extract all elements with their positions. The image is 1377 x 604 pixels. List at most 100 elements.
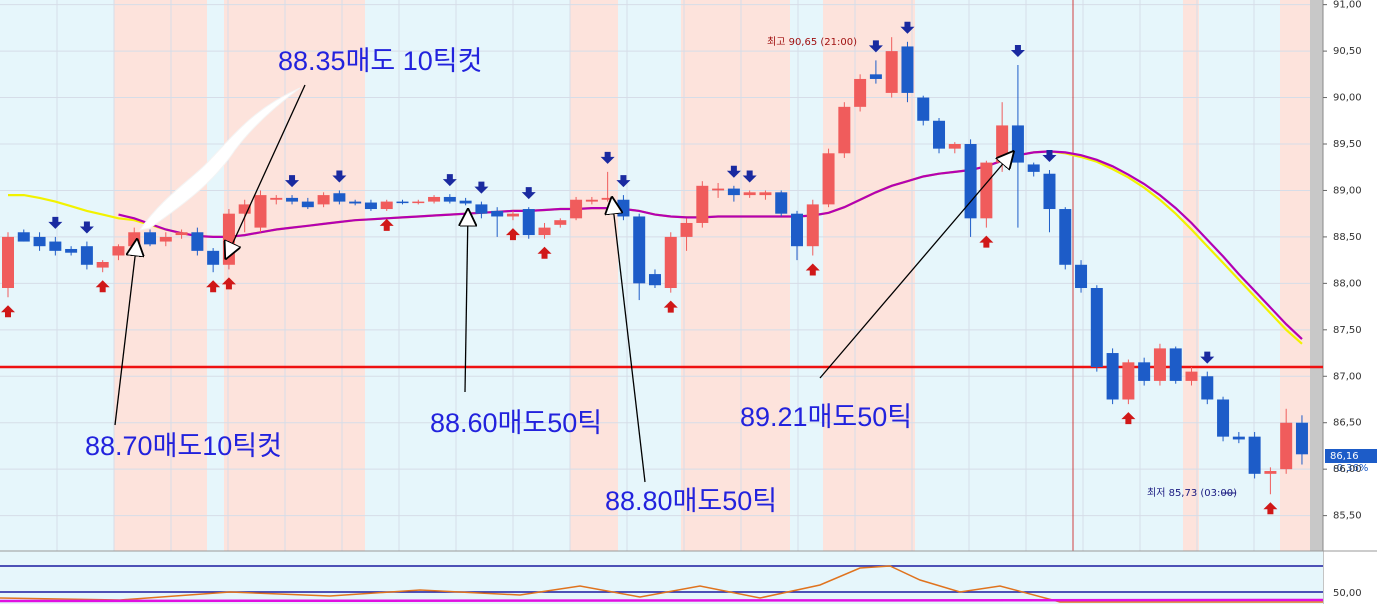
candle-body	[1217, 399, 1230, 437]
candle-body	[207, 250, 220, 265]
candle-body	[1138, 362, 1151, 381]
candle-body	[1295, 422, 1308, 455]
indicator-tick-label: 50,00	[1333, 588, 1362, 599]
candle-body	[222, 213, 235, 265]
candle-body	[727, 188, 740, 196]
candle-body	[49, 241, 62, 251]
session-band	[1183, 0, 1199, 551]
candle-body	[1185, 371, 1198, 381]
candle-body	[570, 199, 583, 219]
candle-body	[617, 199, 630, 217]
session-band	[224, 0, 365, 551]
sell-signal	[1042, 150, 1057, 163]
candle-body	[17, 232, 30, 242]
y-tick-label: 90,50	[1333, 46, 1362, 57]
buy-signal	[95, 280, 110, 293]
candle-body	[254, 195, 267, 228]
annotation-arrow	[465, 210, 468, 393]
y-tick-label: 87,00	[1333, 371, 1362, 382]
annotation-arrow	[819, 152, 1013, 379]
session-band	[681, 0, 790, 551]
low-label: 최저 85,73 (03:00)	[1147, 487, 1237, 499]
candle-body	[743, 192, 756, 196]
candle-body	[917, 97, 930, 121]
annotation: 88.70매도10틱컷	[85, 431, 282, 461]
sell-signal	[442, 174, 457, 187]
candle-body	[901, 46, 914, 93]
candle-body	[1248, 436, 1261, 474]
y-tick-label: 87,50	[1333, 325, 1362, 336]
candle-body	[317, 195, 330, 205]
buy-signal	[663, 300, 678, 313]
sell-signal	[868, 40, 883, 53]
candle-body	[33, 236, 46, 247]
candle-body	[1232, 436, 1245, 440]
candle-body	[1264, 471, 1277, 474]
sell-signal	[900, 21, 915, 34]
annotation: 88.35매도 10틱컷	[278, 46, 482, 76]
y-tick-label: 90,00	[1333, 93, 1362, 104]
candle-body	[144, 232, 157, 245]
candle-body	[333, 193, 346, 202]
session-bands	[114, 0, 1310, 551]
y-tick-label: 88,50	[1333, 232, 1362, 243]
buy-signal	[221, 277, 236, 290]
candle-body	[712, 188, 725, 191]
candle-body	[806, 204, 819, 247]
sell-signal	[474, 181, 489, 194]
indicator-pane	[0, 551, 1323, 604]
candle-body	[633, 216, 646, 284]
sell-signal	[616, 175, 631, 188]
candle-body	[364, 202, 377, 210]
candle-body	[1075, 264, 1088, 289]
scribble	[138, 87, 301, 231]
candle-body	[996, 125, 1009, 163]
session-band	[823, 0, 915, 551]
candle-body	[648, 274, 661, 286]
candles	[2, 37, 1308, 495]
candle-body	[1201, 376, 1214, 400]
candle-body	[522, 209, 535, 236]
candle-body	[112, 246, 125, 256]
candle-body	[759, 192, 772, 196]
candle-body	[1106, 353, 1119, 400]
candle-body	[933, 120, 946, 149]
buy-signal	[206, 280, 221, 293]
y-axis-area	[1323, 0, 1377, 604]
candle-body	[428, 196, 441, 202]
high-label: 최고 90,65 (21:00)	[767, 36, 857, 48]
candle-body	[96, 261, 109, 268]
y-tick-label: 86,00	[1333, 464, 1362, 475]
sell-signal	[48, 216, 63, 229]
session-band	[114, 0, 207, 551]
candle-body	[65, 248, 78, 253]
last-price-box	[1325, 449, 1377, 463]
oscillator-signal	[0, 598, 1324, 603]
buy-signal	[379, 218, 394, 231]
candle-body	[854, 78, 867, 107]
candle-body	[475, 204, 488, 214]
candle-body	[349, 201, 362, 204]
buy-signal	[505, 228, 520, 241]
y-tick-label: 85,50	[1333, 511, 1362, 522]
candle-body	[869, 74, 882, 79]
candle-body	[1122, 362, 1135, 400]
y-tick-label: 91,00	[1333, 0, 1362, 11]
buy-signal	[979, 235, 994, 248]
moving-average	[118, 150, 1303, 340]
buy-signal	[537, 246, 552, 259]
candle-body	[585, 199, 598, 202]
candle-body	[822, 153, 835, 205]
candle-body	[775, 192, 788, 214]
candle-body	[191, 232, 204, 251]
candle-body	[696, 185, 709, 223]
candle-body	[506, 213, 519, 217]
candle-body	[443, 196, 456, 202]
session-band	[570, 0, 618, 551]
candle-body	[664, 236, 677, 289]
candle-body	[838, 106, 851, 154]
sell-signal	[79, 221, 94, 234]
candle-body	[1043, 173, 1056, 210]
y-tick-label: 88,00	[1333, 278, 1362, 289]
